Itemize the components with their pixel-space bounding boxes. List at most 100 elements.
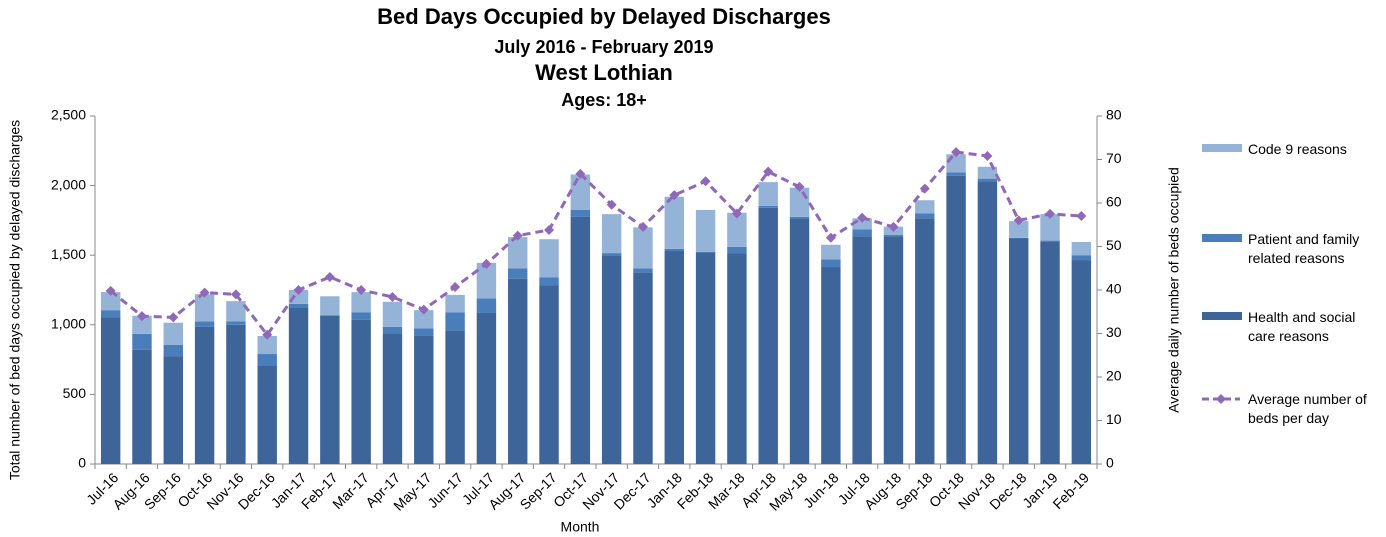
bar-segment <box>601 255 622 464</box>
line-marker <box>1045 208 1056 219</box>
bar-segment <box>883 236 904 464</box>
bar-segment <box>100 310 121 318</box>
bar-segment <box>1009 221 1029 238</box>
bar-segment <box>852 229 872 237</box>
bar-segment <box>1009 238 1029 464</box>
bar-segment <box>758 207 778 464</box>
line-marker <box>324 271 335 282</box>
bar-segment <box>320 315 340 464</box>
line-marker <box>763 166 774 177</box>
line-marker <box>982 151 993 162</box>
bar-segment <box>1071 241 1092 256</box>
line-marker <box>700 176 711 187</box>
y2-tick-label: 50 <box>1106 237 1122 253</box>
x-tick-label: Mar-17 <box>329 469 372 512</box>
bar-segment <box>664 248 684 252</box>
line-marker <box>888 221 899 232</box>
x-tick-label: Jun-18 <box>800 469 842 511</box>
bar-segment <box>946 172 966 176</box>
bar-segment <box>915 213 935 219</box>
chart-subtitle: Ages: 18+ <box>561 90 647 110</box>
line-marker <box>230 289 241 300</box>
bar-segment <box>320 296 340 316</box>
bar-segment <box>163 322 183 345</box>
bar-segment <box>194 326 215 464</box>
line-marker <box>951 147 962 158</box>
bar-segment <box>414 310 434 329</box>
bar-segment <box>601 253 622 256</box>
bar-segment <box>288 307 309 464</box>
legend-label: Health and social care reasons <box>1248 309 1356 344</box>
bar-segment <box>1071 260 1092 464</box>
line-marker <box>418 304 429 315</box>
line-marker <box>481 258 492 269</box>
bar-segment <box>821 267 841 464</box>
bar-segment <box>508 237 528 269</box>
bar-segment <box>821 259 841 268</box>
y2-tick-label: 10 <box>1106 411 1122 427</box>
x-tick-label: Jun-17 <box>424 469 466 511</box>
line-marker <box>199 287 210 298</box>
bar-segment <box>539 239 559 278</box>
bar-segment <box>633 227 653 269</box>
bar-segment <box>226 301 246 322</box>
bar-segment <box>1009 237 1029 239</box>
y-tick-label: 500 <box>63 385 87 401</box>
line-marker <box>825 232 836 243</box>
line-marker <box>575 168 586 179</box>
bar-segment <box>758 182 778 206</box>
bar-segment <box>508 278 528 464</box>
legend-label: Average number of beds per day <box>1248 391 1367 426</box>
bar-segment <box>163 344 183 357</box>
line-marker <box>105 285 116 296</box>
bar-segment <box>570 216 591 464</box>
line-marker <box>919 183 930 194</box>
bar-segment <box>351 312 371 320</box>
bar-segment <box>695 209 716 252</box>
x-tick-label: Feb-19 <box>1049 469 1092 512</box>
bar-segment <box>476 312 497 464</box>
chart-title: Bed Days Occupied by Delayed Discharges <box>377 4 831 29</box>
bar-segment <box>382 326 403 334</box>
bar-segment <box>132 349 152 464</box>
line-marker <box>1076 211 1087 222</box>
bar-segment <box>320 315 340 316</box>
bar-segment <box>570 174 591 210</box>
bar-segment <box>633 268 653 273</box>
bar-segment <box>977 181 998 464</box>
y2-tick-label: 70 <box>1106 150 1122 166</box>
bar-segment <box>946 175 966 464</box>
bar-segment <box>476 262 497 299</box>
bar-segment <box>226 324 246 464</box>
chart-subtitle: July 2016 - February 2019 <box>494 37 713 57</box>
line-marker <box>450 281 461 292</box>
y2-tick-label: 0 <box>1106 455 1114 471</box>
bar-segment <box>132 315 152 334</box>
line-marker <box>356 285 367 295</box>
y-tick-label: 1,500 <box>51 246 86 262</box>
x-tick-label: Mar-18 <box>705 469 748 512</box>
bar-segment <box>727 253 747 464</box>
line-marker <box>544 224 555 235</box>
line-marker <box>857 212 868 223</box>
y2-axis-label: Average daily number of beds occupied <box>1166 167 1182 413</box>
bar-segment <box>664 196 684 249</box>
bar-segment <box>758 205 778 208</box>
legend-swatch <box>1202 312 1242 320</box>
y2-tick-label: 40 <box>1106 281 1122 297</box>
bar-segment <box>445 330 465 464</box>
bar-segment <box>194 294 215 322</box>
bar-segment <box>789 219 810 464</box>
y-tick-label: 2,000 <box>51 176 86 192</box>
bar-segment <box>445 294 465 313</box>
line-marker <box>1013 215 1024 226</box>
bar-segment <box>1040 214 1060 241</box>
bar-segment <box>476 298 497 313</box>
y2-tick-label: 20 <box>1106 368 1122 384</box>
y2-tick-label: 80 <box>1106 107 1122 123</box>
line-marker <box>669 190 680 201</box>
bar-segment <box>508 268 528 279</box>
legend-label: Code 9 reasons <box>1248 141 1347 157</box>
